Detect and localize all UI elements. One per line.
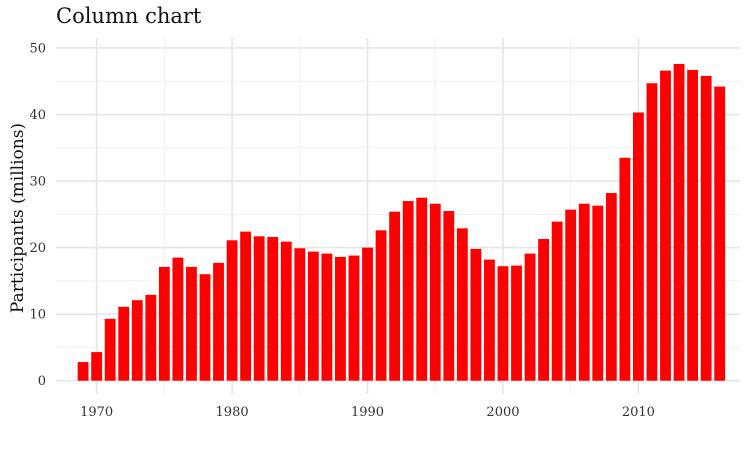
bar-1984 (280, 241, 292, 381)
bar-1975 (158, 266, 170, 381)
bar-1997 (456, 228, 468, 381)
bar-1986 (307, 251, 319, 381)
bars (77, 63, 726, 381)
x-tick-label: 1970 (80, 405, 113, 420)
bar-2006 (578, 203, 590, 381)
x-tick-label: 1990 (351, 405, 384, 420)
bar-1979 (213, 262, 224, 381)
bar-2014 (687, 69, 699, 381)
bar-2009 (619, 157, 631, 381)
tick-labels: 0 10 20 30 40 50 1970 1980 1990 2000 2010 (29, 41, 655, 420)
bar-1978 (199, 274, 211, 381)
bar-2002 (524, 253, 536, 381)
bar-1973 (131, 300, 143, 381)
bar-1992 (389, 211, 401, 381)
bar-2000 (497, 266, 509, 381)
bar-1972 (118, 306, 130, 381)
y-axis-title: Participants (millions) (8, 123, 28, 313)
bar-2004 (551, 221, 563, 381)
bar-1971 (104, 318, 116, 381)
bar-1995 (429, 203, 441, 381)
y-tick-label: 30 (29, 175, 46, 190)
bar-1969 (77, 362, 89, 381)
bar-2013 (673, 63, 685, 381)
bar-2010 (632, 112, 644, 381)
y-tick-label: 50 (29, 41, 46, 56)
bar-1999 (484, 259, 495, 381)
bar-2001 (511, 265, 522, 381)
y-tick-label: 40 (29, 108, 46, 123)
bar-1991 (375, 230, 387, 381)
bar-1994 (416, 197, 428, 381)
bar-1989 (348, 255, 360, 381)
bar-1977 (186, 266, 197, 381)
bar-1998 (470, 248, 482, 381)
bar-2003 (538, 238, 550, 381)
x-tick-label: 2000 (486, 405, 519, 420)
bar-1970 (91, 352, 103, 381)
bar-1987 (321, 253, 333, 381)
bar-2008 (605, 193, 617, 381)
bar-1988 (335, 256, 346, 381)
bar-2007 (592, 205, 604, 381)
bar-1976 (172, 257, 184, 381)
bar-1974 (145, 294, 157, 381)
bar-2015 (700, 75, 712, 381)
bar-1982 (253, 236, 265, 381)
bar-1980 (226, 240, 238, 381)
bar-2012 (660, 70, 671, 381)
y-tick-label: 10 (29, 308, 46, 323)
x-tick-label: 2010 (622, 405, 655, 420)
bar-2011 (646, 83, 658, 381)
bar-2016 (714, 86, 726, 381)
y-tick-label: 20 (29, 241, 46, 256)
bar-1990 (362, 247, 373, 381)
chart-title: Column chart (56, 4, 202, 28)
bar-1985 (294, 248, 306, 381)
bar-1996 (443, 211, 455, 381)
bar-1983 (267, 236, 279, 381)
bar-1981 (240, 231, 252, 381)
bar-1993 (402, 201, 414, 381)
x-tick-label: 1980 (216, 405, 249, 420)
y-tick-label: 0 (38, 374, 46, 389)
bar-2005 (565, 209, 577, 381)
